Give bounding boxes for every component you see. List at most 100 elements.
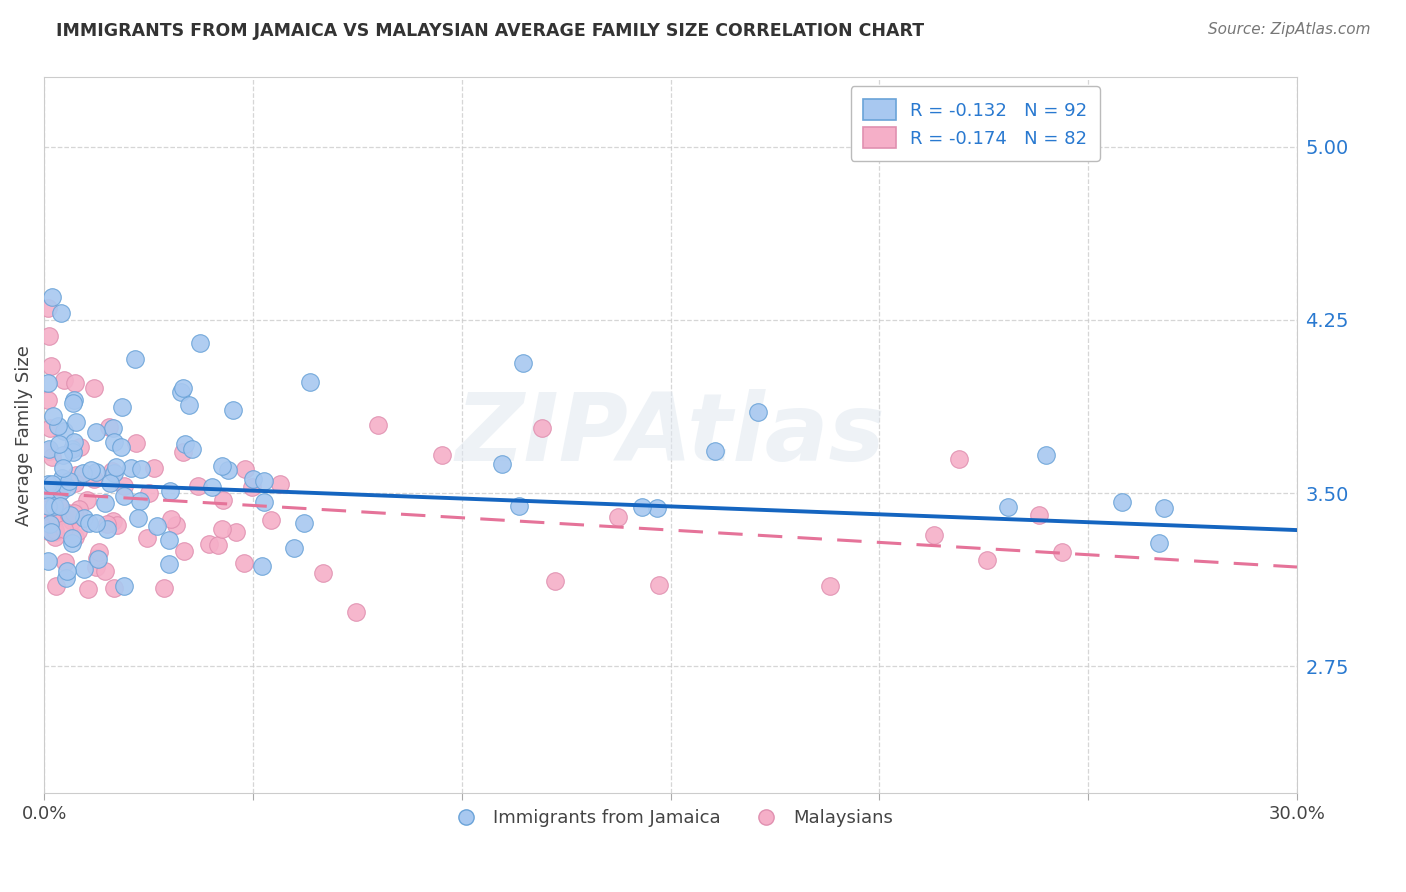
Text: IMMIGRANTS FROM JAMAICA VS MALAYSIAN AVERAGE FAMILY SIZE CORRELATION CHART: IMMIGRANTS FROM JAMAICA VS MALAYSIAN AVE… <box>56 22 924 40</box>
Point <box>37 524 59 539</box>
Point <box>45 508 67 523</box>
Point <box>104 459 127 474</box>
Point <box>103 467 125 481</box>
Point <box>41 290 63 304</box>
Point <box>120 460 142 475</box>
Point <box>38 329 60 343</box>
Point <box>37 376 59 391</box>
Point <box>217 463 239 477</box>
Point <box>242 471 264 485</box>
Point <box>159 512 181 526</box>
Point <box>174 437 197 451</box>
Point <box>630 500 652 514</box>
Point <box>69 440 91 454</box>
Point <box>49 500 72 514</box>
Point <box>37 491 59 506</box>
Point <box>170 384 193 399</box>
Point <box>37 476 59 491</box>
Point <box>101 514 124 528</box>
Point <box>52 448 75 462</box>
Point <box>38 442 60 456</box>
Point <box>41 476 63 491</box>
Point <box>153 581 176 595</box>
Point <box>65 415 87 429</box>
Text: Source: ZipAtlas.com: Source: ZipAtlas.com <box>1208 22 1371 37</box>
Point <box>233 461 256 475</box>
Point <box>63 376 86 390</box>
Point <box>44 499 66 513</box>
Point <box>173 544 195 558</box>
Point <box>56 480 79 494</box>
Point <box>201 480 224 494</box>
Point <box>49 306 72 320</box>
Point <box>253 475 276 489</box>
Point <box>1147 536 1170 550</box>
Point <box>269 477 291 491</box>
Point <box>77 516 100 531</box>
Point <box>53 555 76 569</box>
Point <box>38 517 60 532</box>
Point <box>138 486 160 500</box>
Point <box>63 476 86 491</box>
Point <box>747 404 769 418</box>
Point <box>41 450 63 465</box>
Point <box>260 513 283 527</box>
Point <box>53 373 76 387</box>
Point <box>222 402 245 417</box>
Point <box>491 457 513 471</box>
Point <box>111 401 134 415</box>
Point <box>65 467 87 482</box>
Point <box>62 434 84 449</box>
Point <box>225 525 247 540</box>
Point <box>94 564 117 578</box>
Text: ZIPAtlas: ZIPAtlas <box>456 390 886 482</box>
Point <box>103 435 125 450</box>
Point <box>63 506 86 520</box>
Point <box>58 474 80 488</box>
Point <box>1028 508 1050 523</box>
Point <box>607 510 630 524</box>
Point <box>127 510 149 524</box>
Point <box>101 421 124 435</box>
Point <box>39 525 62 540</box>
Point <box>56 506 79 520</box>
Point <box>44 510 66 524</box>
Point <box>143 461 166 475</box>
Point <box>72 511 94 525</box>
Point <box>63 530 86 544</box>
Point <box>84 465 107 479</box>
Point <box>62 445 84 459</box>
Point <box>112 579 135 593</box>
Point <box>948 451 970 466</box>
Point <box>157 533 180 547</box>
Legend: Immigrants from Jamaica, Malaysians: Immigrants from Jamaica, Malaysians <box>441 802 900 834</box>
Point <box>37 483 59 498</box>
Point <box>645 501 668 516</box>
Point <box>42 409 65 423</box>
Point <box>98 476 121 491</box>
Point <box>129 461 152 475</box>
Point <box>531 421 554 435</box>
Point <box>86 551 108 566</box>
Point <box>67 502 90 516</box>
Point <box>159 483 181 498</box>
Point <box>77 582 100 597</box>
Point <box>39 359 62 373</box>
Point <box>432 448 454 462</box>
Point <box>124 352 146 367</box>
Point <box>112 489 135 503</box>
Point <box>37 505 59 519</box>
Point <box>44 524 66 539</box>
Point <box>997 500 1019 515</box>
Point <box>253 495 276 509</box>
Point <box>544 574 567 589</box>
Point <box>59 508 82 523</box>
Point <box>37 301 59 316</box>
Point <box>60 531 83 545</box>
Point <box>94 495 117 509</box>
Point <box>704 444 727 458</box>
Point <box>96 516 118 531</box>
Point <box>283 541 305 556</box>
Point <box>83 472 105 486</box>
Point <box>172 445 194 459</box>
